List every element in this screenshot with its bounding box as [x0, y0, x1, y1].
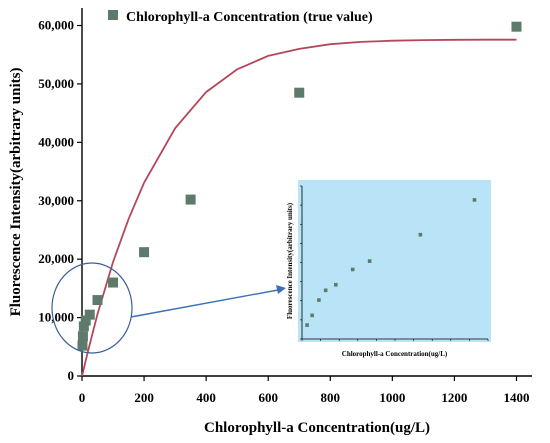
y-axis-label: Fluorescence Intensity(arbitrary units): [8, 68, 24, 317]
inset-data-point: [367, 259, 372, 263]
x-tick-label: 1400: [503, 390, 529, 405]
inset-y-axis-label: Fluorescence Intensity(arbitrary units): [286, 202, 294, 319]
data-point: [139, 247, 150, 258]
data-point: [77, 331, 88, 342]
legend-marker: [108, 10, 118, 20]
inset-axes: [300, 185, 489, 341]
zoom-arrow-head: [276, 285, 286, 294]
inset-data-point: [317, 298, 321, 302]
inset-data-point: [305, 323, 309, 327]
inset-chart: Chlorophyll-a Concentration(ug/L) Fluore…: [286, 180, 491, 358]
x-axis-label: Chlorophyll-a Concentration(ug/L): [204, 420, 430, 436]
x-tick-label: 400: [196, 390, 216, 405]
data-point: [84, 309, 95, 320]
inset-data-point: [323, 288, 328, 293]
inset-x-axis-label: Chlorophyll-a Concentration(ug/L): [342, 350, 448, 358]
x-tick-label: 1200: [441, 390, 467, 405]
legend-label: Chlorophyll-a Concentration (true value): [126, 10, 373, 25]
fit-curve-layer: [81, 38, 517, 377]
data-point: [108, 277, 119, 288]
fit-curve: [81, 38, 517, 377]
inset-data-point: [472, 198, 477, 202]
y-tick-label: 10,000: [38, 310, 74, 325]
x-tick-label: 200: [134, 390, 154, 405]
inset-data-point: [418, 232, 423, 237]
zoom-arrow-line: [130, 289, 279, 318]
data-point: [80, 315, 91, 326]
data-point: [185, 194, 196, 205]
data-point: [78, 321, 89, 332]
y-tick-label: 20,000: [38, 251, 74, 266]
x-tick-label: 600: [258, 390, 278, 405]
y-tick-label: 60,000: [38, 18, 74, 33]
y-tick-label: 30,000: [38, 193, 74, 208]
y-tick-label: 0: [68, 368, 75, 383]
y-tick-label: 40,000: [38, 134, 74, 149]
data-point: [92, 295, 103, 306]
x-tick-label: 1000: [379, 390, 405, 405]
inset-data-point: [310, 313, 314, 318]
y-tick-label: 50,000: [38, 76, 74, 91]
inset-background: [298, 180, 491, 342]
annotation-layer: [51, 262, 286, 354]
data-point: [294, 87, 305, 98]
inset-data-point: [350, 267, 355, 272]
x-tick-label: 800: [321, 390, 341, 405]
inset-data-point: [334, 282, 338, 287]
axes: 0 200 400 600 800 1000 1200 1400 0 10,000 20,000 30…: [38, 8, 532, 405]
highlight-circle: [51, 262, 133, 354]
data-points-layer: [77, 21, 522, 351]
legend: Chlorophyll-a Concentration (true value): [108, 10, 373, 25]
data-point: [77, 340, 88, 351]
data-point: [511, 21, 522, 32]
x-tick-label: 0: [79, 390, 86, 405]
inset-points-layer: [305, 198, 477, 327]
